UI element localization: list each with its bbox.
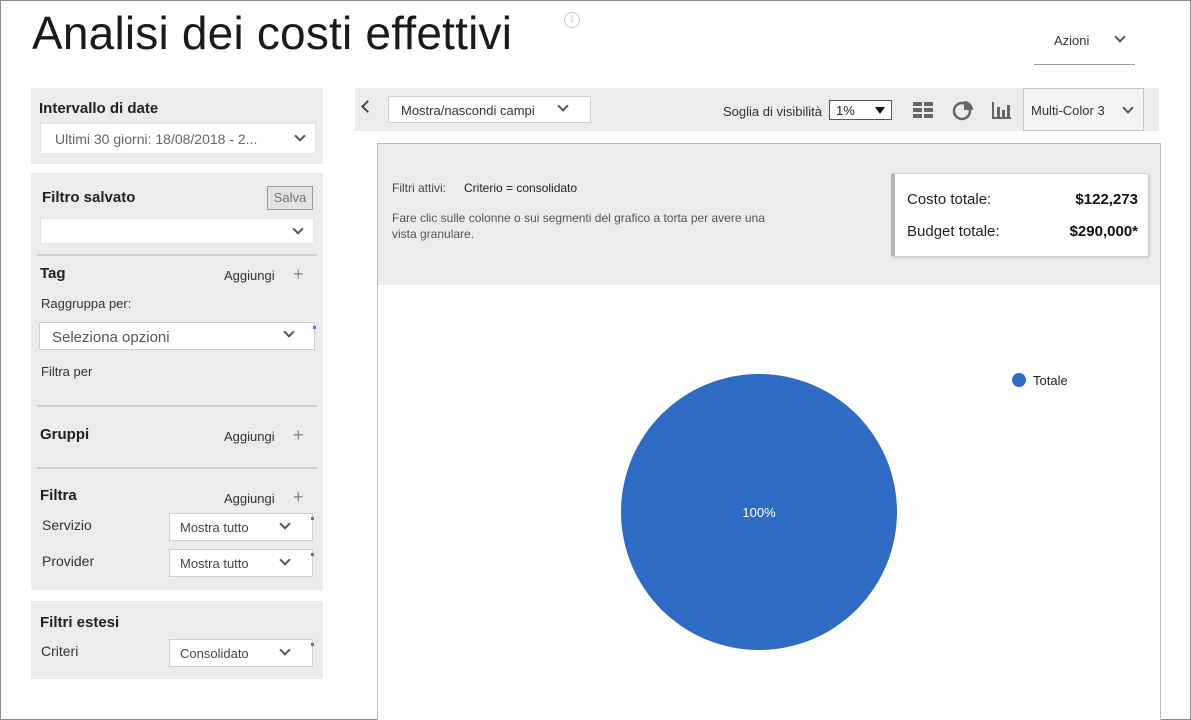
total-budget-label: Budget totale: <box>907 223 1000 240</box>
visibility-threshold-value: 1% <box>836 103 855 118</box>
show-hide-fields-label: Mostra/nascondi campi <box>401 103 535 118</box>
date-range-value: Ultimi 30 giorni: 18/08/2018 - 2... <box>55 131 258 147</box>
filter-by-label: Filtra per <box>41 364 93 379</box>
criteria-value: Consolidato <box>180 646 249 661</box>
extended-filters-title: Filtri estesi <box>40 614 120 631</box>
total-cost-label: Costo totale: <box>907 191 992 208</box>
total-budget-value: $290,000* <box>1069 223 1138 240</box>
criteria-label: Criteri <box>41 643 79 659</box>
provider-value: Mostra tutto <box>180 556 249 571</box>
visibility-threshold-label: Soglia di visibilità <box>723 104 822 119</box>
chevron-down-icon <box>292 223 304 235</box>
saved-filter-select[interactable] <box>40 218 314 244</box>
provider-label: Provider <box>42 553 95 569</box>
date-range-panel: Intervallo di date Ultimi 30 giorni: 18/… <box>31 88 323 164</box>
select-marker <box>311 553 314 556</box>
active-filters-value: Criterio = consolidato <box>464 181 578 195</box>
chevron-down-icon <box>1122 102 1134 114</box>
saved-filter-title: Filtro salvato <box>42 189 136 206</box>
pie-slice-totale[interactable] <box>621 374 897 650</box>
total-cost-value: $122,273 <box>1075 191 1138 208</box>
actions-menu[interactable]: Azioni <box>1034 28 1135 65</box>
show-hide-fields-dropdown[interactable]: Mostra/nascondi campi <box>388 96 591 123</box>
filter-title: Filtra <box>40 487 77 504</box>
chevron-down-icon <box>279 644 291 656</box>
active-filters-label: Filtri attivi: <box>392 181 446 195</box>
select-marker <box>313 326 316 329</box>
provider-select[interactable]: Mostra tutto <box>169 549 314 577</box>
service-select[interactable]: Mostra tutto <box>169 513 314 541</box>
group-by-placeholder: Seleziona opzioni <box>52 329 170 346</box>
groups-add-link[interactable]: Aggiungi <box>224 429 275 444</box>
plus-icon[interactable]: + <box>293 487 304 507</box>
tag-add-link[interactable]: Aggiungi <box>224 268 275 283</box>
info-icon[interactable]: i <box>564 12 580 28</box>
pie-chart-icon[interactable] <box>951 99 975 121</box>
chevron-down-icon <box>557 100 569 112</box>
divider <box>37 405 317 407</box>
group-by-label: Raggruppa per: <box>41 296 132 311</box>
divider <box>37 254 317 256</box>
legend-marker[interactable] <box>1012 373 1026 387</box>
dropdown-triangle-icon <box>875 107 885 114</box>
chevron-down-icon <box>294 130 306 142</box>
chart-content: Filtri attivi: Criterio = consolidato Fa… <box>377 143 1161 720</box>
date-range-select[interactable]: Ultimi 30 giorni: 18/08/2018 - 2... <box>40 123 316 154</box>
date-range-title: Intervallo di date <box>39 100 159 117</box>
plus-icon[interactable]: + <box>293 264 304 284</box>
extended-filters-panel: Filtri estesi Criteri Consolidato <box>31 601 323 679</box>
group-by-select[interactable]: Seleziona opzioni <box>39 322 316 350</box>
select-marker <box>311 643 314 646</box>
chevron-down-icon <box>279 518 291 530</box>
filters-panel: Filtro salvato Salva Tag Aggiungi + Ragg… <box>31 173 323 590</box>
actions-label: Azioni <box>1054 33 1090 48</box>
granular-view-hint: Fare clic sulle colonne o sui segmenti d… <box>392 211 765 241</box>
tag-title: Tag <box>40 265 66 282</box>
chart-toolbar: Mostra/nascondi campi Soglia di visibili… <box>355 88 1159 131</box>
service-value: Mostra tutto <box>180 520 249 535</box>
active-filters-band: Filtri attivi: Criterio = consolidato Fa… <box>378 144 1160 285</box>
groups-title: Gruppi <box>40 426 90 443</box>
color-palette-value: Multi-Color 3 <box>1031 103 1105 118</box>
visibility-threshold-select[interactable]: 1% <box>829 100 892 120</box>
chevron-down-icon <box>1114 31 1126 43</box>
collapse-panel-icon[interactable] <box>361 100 374 113</box>
pie-data-label: 100% <box>742 505 776 520</box>
color-palette-select[interactable]: Multi-Color 3 <box>1023 88 1144 131</box>
criteria-select[interactable]: Consolidato <box>169 639 314 667</box>
chevron-down-icon <box>279 554 291 566</box>
pie-chart[interactable]: 100% Totale <box>378 285 1160 720</box>
page-title: Analisi dei costi effettivi <box>32 7 513 59</box>
summary-card: Costo totale: $122,273 Budget totale: $2… <box>891 173 1149 257</box>
grid-view-icon[interactable] <box>911 99 935 121</box>
plus-icon[interactable]: + <box>293 425 304 445</box>
chevron-down-icon <box>283 326 295 338</box>
save-button[interactable]: Salva <box>267 186 313 210</box>
select-marker <box>311 517 314 520</box>
filter-add-link[interactable]: Aggiungi <box>224 491 275 506</box>
legend-label[interactable]: Totale <box>1033 373 1068 388</box>
bar-chart-icon[interactable] <box>989 99 1013 121</box>
divider <box>37 467 317 469</box>
service-label: Servizio <box>42 517 92 533</box>
